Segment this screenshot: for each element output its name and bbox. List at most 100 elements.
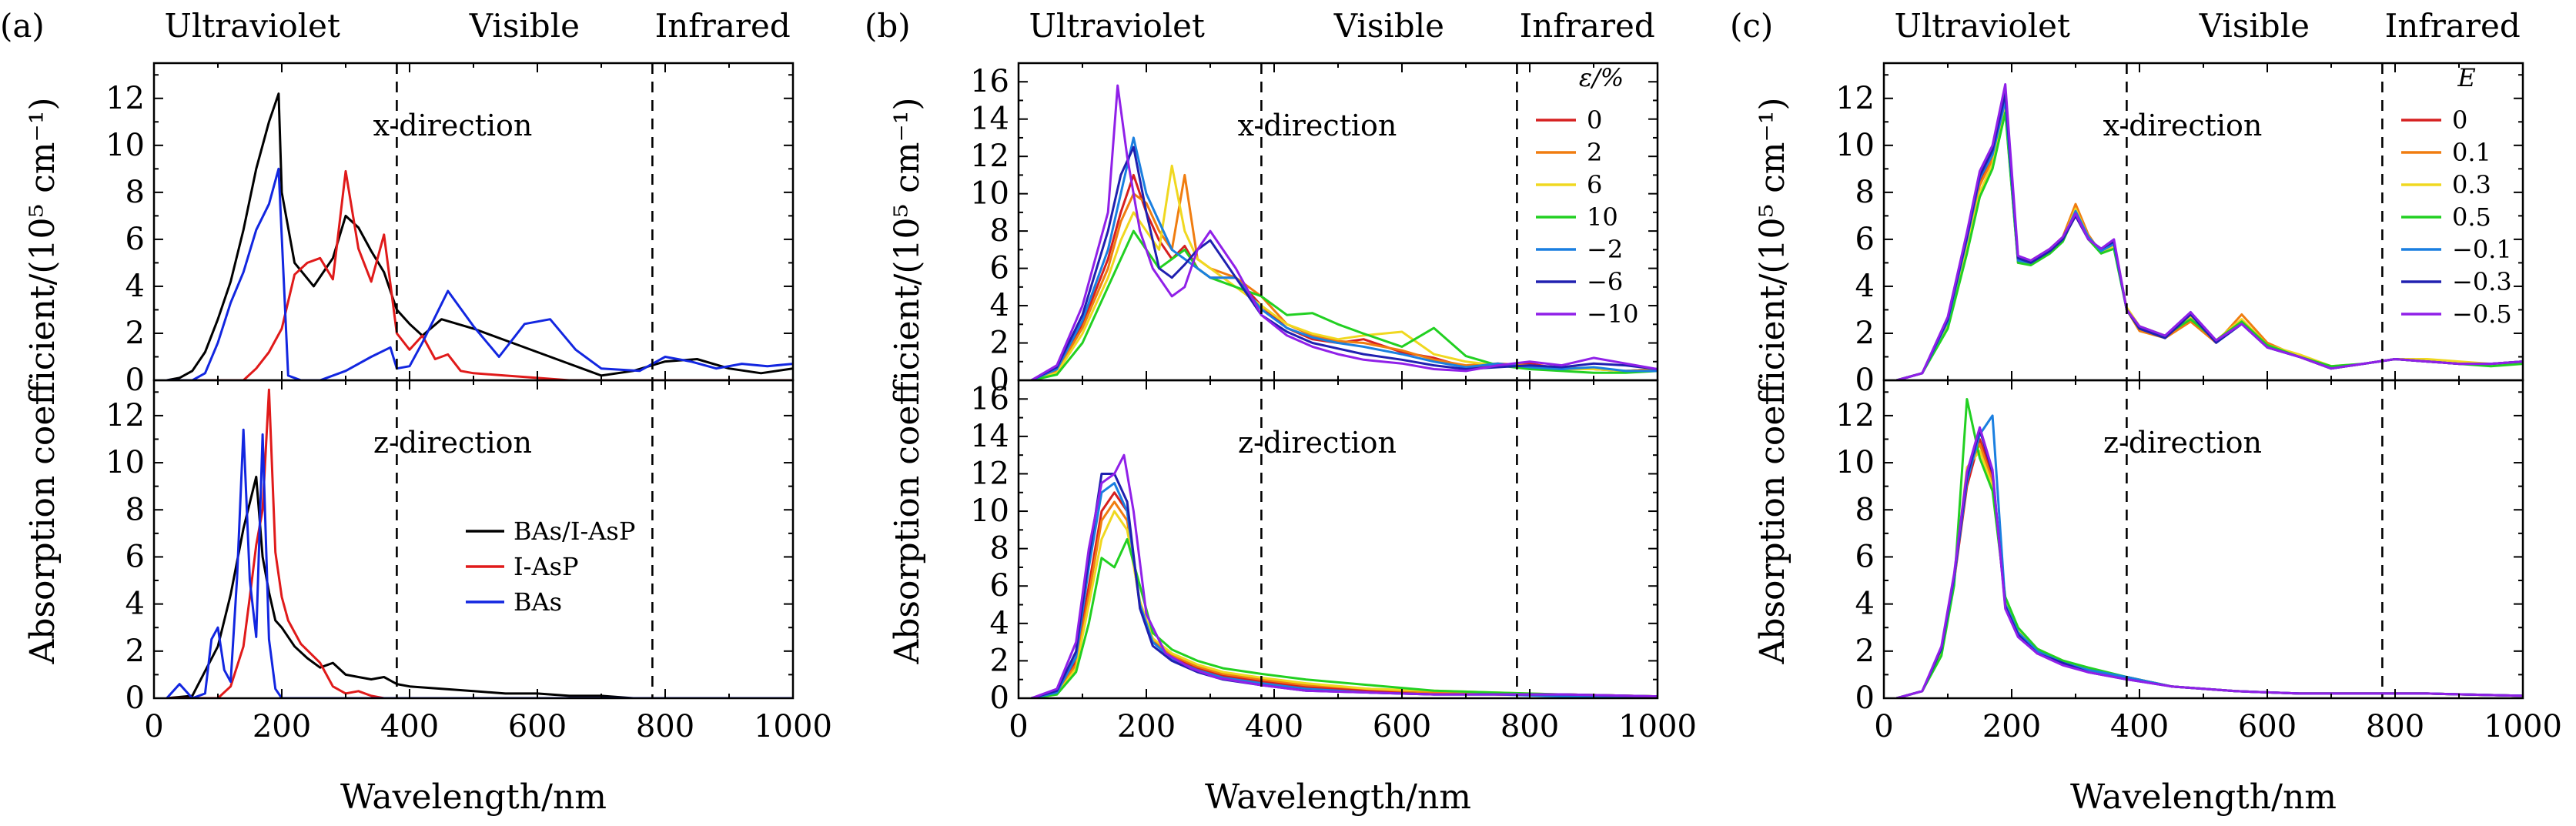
series-line-BAs/I-AsP (166, 92, 793, 380)
y-axis-title: Absorption coefficient/(10⁵ cm⁻¹) (23, 97, 62, 664)
y-tick-label: 10 (1835, 445, 1875, 480)
y-tick-label: 10 (970, 176, 1009, 212)
legend: BAs/I-AsP I-AsP BAs (466, 517, 635, 617)
legend-label: −6 (1587, 267, 1623, 296)
y-tick-label: 12 (970, 456, 1009, 491)
legend-label: −10 (1587, 299, 1639, 329)
series-line-−2 (1030, 136, 1658, 380)
panel-label: (a) (0, 7, 45, 45)
x-tick-label: 400 (380, 709, 439, 744)
x-direction-subplot: 0 2 4 6 8 10 12 x-direction (1835, 62, 2524, 398)
region-label-infrared: Infrared (2385, 7, 2521, 45)
region-label-infrared: Infrared (1520, 7, 1655, 45)
x-tick-label: 1000 (2484, 709, 2562, 744)
x-axis-title: Wavelength/nm (2070, 778, 2337, 817)
legend-title: E (2457, 63, 2475, 92)
x-tick-label: 600 (2238, 709, 2297, 744)
region-label-visible: Visible (469, 7, 580, 45)
y-tick-label: 6 (990, 568, 1009, 604)
y-tick-label: 0 (990, 363, 1009, 398)
series-line-10 (1031, 229, 1658, 380)
x-tick-label: 200 (253, 709, 311, 744)
legend-label: 2 (1587, 138, 1602, 167)
region-label-ultraviolet: Ultraviolet (164, 7, 340, 45)
y-tick-label: 4 (1855, 269, 1875, 304)
y-tick-label: 0 (125, 363, 145, 398)
y-tick-label: 0 (1855, 363, 1875, 398)
y-tick-label: 6 (125, 539, 145, 574)
y-tick-label: 8 (1855, 175, 1875, 210)
legend-label: I-AsP (514, 552, 579, 581)
panel-b: (b) Ultraviolet Visible Infrared02468101214… (865, 7, 1697, 817)
y-tick-label: 0 (990, 681, 1009, 716)
x-tick-label: 600 (1373, 709, 1431, 744)
direction-label: z-direction (1238, 426, 1397, 460)
series-line-0 (1031, 491, 1658, 698)
legend-label: 6 (1587, 170, 1602, 199)
series-line-BAs/I-AsP (166, 475, 793, 698)
y-tick-label: 8 (990, 531, 1009, 567)
y-tick-label: 10 (970, 493, 1009, 529)
y-tick-label: 4 (990, 606, 1009, 641)
y-tick-label: 10 (105, 128, 145, 163)
series-line-BAs (166, 167, 793, 380)
direction-label: z-direction (2103, 426, 2262, 460)
y-tick-label: 8 (125, 492, 145, 527)
region-label-visible: Visible (1333, 7, 1444, 45)
y-tick-label: 6 (125, 222, 145, 257)
x-axis-title: Wavelength/nm (340, 778, 607, 817)
direction-label: x-direction (373, 109, 533, 142)
y-tick-label: 4 (125, 587, 145, 622)
series-line-6 (1031, 510, 1658, 698)
legend-title: ε/% (1579, 63, 1624, 92)
panel-a: (a) Ultraviolet Visible Infrared 0 2 4 6 8 10 12 x-… (0, 7, 832, 817)
legend-label: BAs (514, 587, 562, 617)
series-line-−10 (1030, 84, 1658, 380)
y-tick-label: 12 (105, 81, 145, 116)
y-tick-label: 2 (125, 316, 145, 351)
legend-label: −0.1 (2452, 235, 2512, 264)
region-label-infrared: Infrared (655, 7, 791, 45)
x-tick-label: 1000 (1618, 709, 1697, 744)
x-tick-label: 600 (508, 709, 567, 744)
x-tick-label: 800 (1500, 709, 1559, 744)
legend-label: 0.1 (2452, 138, 2491, 167)
panel-label: (c) (1730, 7, 1773, 45)
y-tick-label: 12 (1835, 398, 1875, 433)
legend-label: 10 (1587, 202, 1618, 232)
legend: ε/% 0 2 6 10 −2 −6 −10 (1536, 63, 1639, 329)
y-tick-label: 2 (1855, 634, 1875, 669)
series-line-−6 (1030, 145, 1658, 380)
y-tick-label: 8 (990, 213, 1009, 249)
x-axis-title: Wavelength/nm (1205, 778, 1471, 817)
x-tick-label: 0 (1874, 709, 1893, 744)
legend-label: 0.5 (2452, 202, 2491, 232)
y-tick-label: 8 (125, 175, 145, 210)
x-tick-label: 1000 (754, 709, 832, 744)
series-line-I-AsP (166, 388, 793, 698)
y-tick-label: 12 (970, 139, 1009, 174)
series-line-−0.5 (1896, 83, 2523, 380)
series-line-−2 (1031, 482, 1658, 698)
y-tick-label: 2 (1855, 316, 1875, 351)
x-tick-label: 400 (2110, 709, 2169, 744)
region-label-ultraviolet: Ultraviolet (1894, 7, 2070, 45)
panel-c: (c) Ultraviolet Visible Infrared 0 2 4 6 8 10 12 x-… (1730, 7, 2562, 817)
y-tick-label: 4 (990, 288, 1009, 323)
y-tick-label: 16 (970, 381, 1009, 416)
y-tick-label: 2 (990, 326, 1009, 361)
region-label-visible: Visible (2199, 7, 2310, 45)
y-tick-label: 16 (970, 64, 1009, 99)
x-tick-label: 800 (2366, 709, 2424, 744)
y-tick-label: 14 (970, 419, 1009, 454)
y-tick-label: 0 (1855, 681, 1875, 716)
legend: E 0 0.1 0.3 0.5 −0.1 −0.3 −0.5 (2401, 63, 2512, 329)
legend-label: BAs/I-AsP (514, 517, 635, 546)
z-direction-subplot: 0 2 4 6 8 10 12 z-direction (105, 379, 795, 716)
y-tick-label: 2 (990, 643, 1009, 678)
direction-label: x-direction (1238, 109, 1397, 142)
legend-label: −0.3 (2452, 267, 2512, 296)
